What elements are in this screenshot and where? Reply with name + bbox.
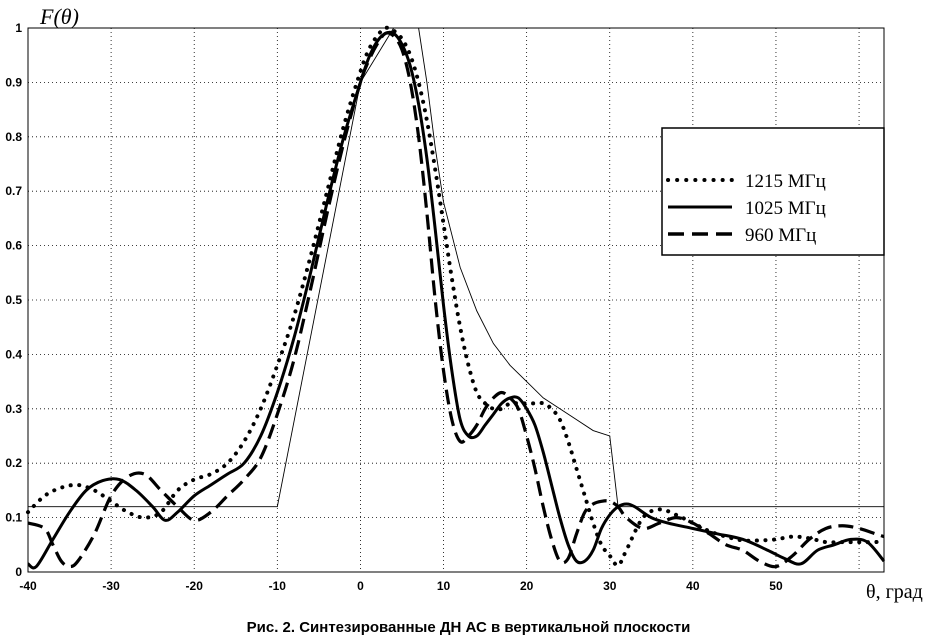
y-tick-label: 0 [15,565,22,579]
legend-label-960: 960 МГц [745,225,816,246]
x-tick-label: 50 [769,579,783,593]
chart: -40 -30 -20 -10 0 10 20 30 40 50 0 0.1 0.2 0.3 0.4 0.5 0… [5,4,923,603]
x-tick-label: -40 [19,579,37,593]
x-tick-label: -30 [102,579,120,593]
y-tick-label: 0.6 [5,239,22,253]
legend-label-1215: 1215 МГц [745,171,826,192]
x-tick-label: 40 [686,579,700,593]
y-tick-label: 1 [15,21,22,35]
y-tick-label: 0.5 [5,293,22,307]
y-tick-label: 0.4 [5,347,22,361]
x-tick-label: -10 [269,579,287,593]
y-tick-label: 0.7 [5,184,22,198]
y-tick-label: 0.9 [5,75,22,89]
tick-labels: -40 -30 -20 -10 0 10 20 30 40 50 0 0.1 0.2 0.3 0.4 0.5 0… [5,21,783,593]
y-tick-label: 0.3 [5,402,22,416]
x-tick-label: 30 [603,579,617,593]
x-tick-label: -20 [186,579,204,593]
figure-caption: Рис. 2. Синтезированные ДН АС в вертикал… [246,619,691,636]
series-line-960 [27,31,885,569]
x-tick-label: 10 [437,579,451,593]
plot-frame [27,27,885,573]
y-tick-label: 0.8 [5,130,22,144]
series-line-1025 [27,30,886,570]
legend-label-1025: 1025 МГц [745,198,826,219]
legend: 1215 МГц 1025 МГц 960 МГц [661,127,885,256]
y-tick-label: 0.2 [5,456,22,470]
y-axis-label: F(θ) [39,4,79,29]
series-line-1215 [26,25,886,568]
x-tick-label: 0 [357,579,364,593]
x-tick-label: 20 [520,579,534,593]
y-tick-label: 0.1 [5,511,22,525]
x-axis-label: θ, град [866,581,923,603]
